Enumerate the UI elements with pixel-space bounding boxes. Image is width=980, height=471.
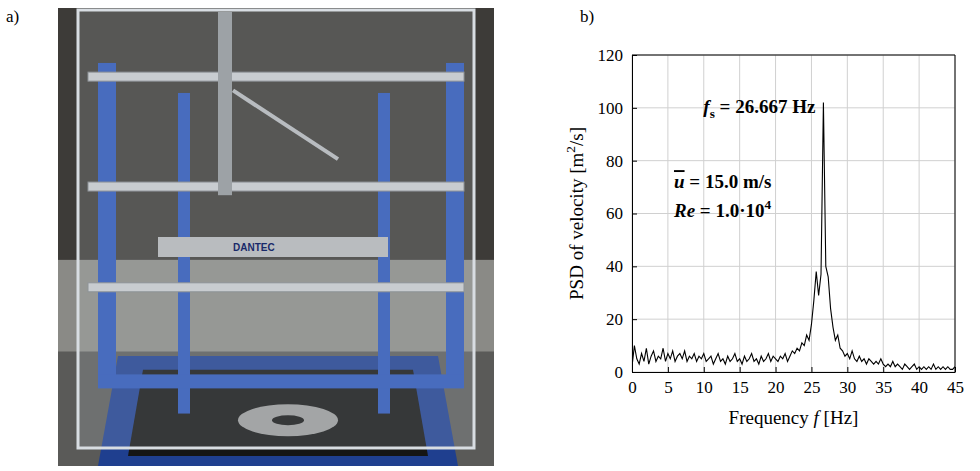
text-part: PSD of velocity [m	[566, 152, 587, 299]
text-part: Frequency	[729, 407, 814, 428]
tick-mark	[704, 367, 705, 372]
grid-line-y	[632, 319, 955, 320]
x-axis-title: Frequency f [Hz]	[729, 407, 859, 428]
y-axis-title: PSD of velocity [m2/s]	[563, 127, 587, 300]
tick-label: 30	[839, 378, 856, 397]
plot-area	[632, 103, 955, 370]
tick-label: 45	[947, 378, 964, 397]
tick-label: 35	[875, 378, 892, 397]
photo-panel: DANTEC	[58, 8, 494, 466]
annotation: Re = 1.0·104	[673, 197, 772, 221]
tick-label: 10	[696, 378, 713, 397]
tick: 120	[598, 46, 638, 65]
tick-label: 0	[615, 363, 624, 382]
tick-label: 100	[598, 99, 624, 118]
tick-label: 15	[732, 378, 749, 397]
text-part: Re	[673, 200, 696, 221]
frame-top	[632, 55, 955, 56]
y-axis: 0 20 40 60 80 100 120	[598, 46, 638, 382]
tick-mark	[811, 367, 812, 372]
tick-mark	[632, 161, 637, 162]
x-axis: 0 5 10 15 20 25 30 35 40 45	[628, 367, 964, 397]
traverse-unit	[158, 237, 388, 257]
grid-line-x	[955, 55, 956, 372]
tick-label: 20	[768, 378, 785, 397]
tick-label: 60	[606, 204, 623, 223]
text-part: = 1.0·10	[695, 200, 764, 221]
photo-background	[58, 8, 494, 466]
tick-label: 40	[606, 257, 623, 276]
traverse-rail	[88, 182, 464, 191]
text-part: = 15.0 m/s	[685, 171, 772, 192]
grid-line-y	[632, 55, 955, 56]
tick: 5	[664, 367, 673, 397]
tick-mark	[632, 266, 637, 267]
device-text: DANTEC	[233, 242, 275, 253]
tick-label: 20	[606, 310, 623, 329]
tick: 40	[911, 367, 928, 397]
tick-mark	[632, 319, 637, 320]
tick-mark	[847, 367, 848, 372]
tick-label: 5	[664, 378, 673, 397]
text-part: 2	[563, 146, 578, 153]
axis-line	[633, 372, 956, 373]
tick: 15	[732, 367, 749, 397]
text-part: u	[674, 171, 685, 192]
tick-label: 80	[606, 152, 623, 171]
frame-right	[955, 55, 956, 372]
tick-mark	[632, 108, 637, 109]
text-part: 4	[765, 197, 772, 212]
probe-holder	[218, 12, 232, 195]
tick-mark	[632, 214, 637, 215]
tick: 20	[768, 367, 785, 397]
grid-line-y	[632, 372, 955, 373]
tick: 25	[803, 367, 820, 397]
acrylic-box	[78, 10, 474, 448]
tick-label: 0	[628, 378, 637, 397]
text-part: [Hz]	[819, 407, 859, 428]
tick-label: 25	[803, 378, 820, 397]
probe-arm	[233, 90, 338, 159]
tick-mark	[919, 367, 920, 372]
figure: DANTEC a) b) 0 5 10 15 20 25 30 35 40 45 0 20 40 60 80 100…	[0, 0, 980, 471]
tick-label: 120	[598, 46, 624, 65]
tick-label: 40	[911, 378, 928, 397]
tick: 10	[696, 367, 713, 397]
tick-mark	[883, 367, 884, 372]
tick: 30	[839, 367, 856, 397]
tick: 0	[615, 363, 638, 382]
tick-mark	[740, 367, 741, 372]
annotation: u = 15.0 m/s	[674, 171, 771, 192]
tick: 60	[606, 204, 637, 223]
traverse-rail	[88, 283, 464, 292]
text-part: /s]	[566, 127, 587, 146]
grid-line-y	[632, 266, 955, 267]
tick: 40	[606, 257, 637, 276]
traverse-rail	[88, 72, 464, 81]
annotation: fs = 26.667 Hz	[703, 96, 816, 122]
tick-mark	[776, 367, 777, 372]
panel-label: b)	[580, 7, 594, 26]
tick: 35	[875, 367, 892, 397]
tick-mark	[668, 367, 669, 372]
tick: 20	[606, 310, 637, 329]
text-part: = 26.667 Hz	[715, 96, 816, 117]
grid-line-y	[632, 160, 955, 161]
tick-mark	[632, 372, 637, 373]
tick: 80	[606, 152, 637, 171]
tick: 100	[598, 99, 638, 118]
grid	[632, 55, 955, 372]
panel-label: a)	[6, 7, 19, 26]
psd-line	[632, 103, 955, 370]
